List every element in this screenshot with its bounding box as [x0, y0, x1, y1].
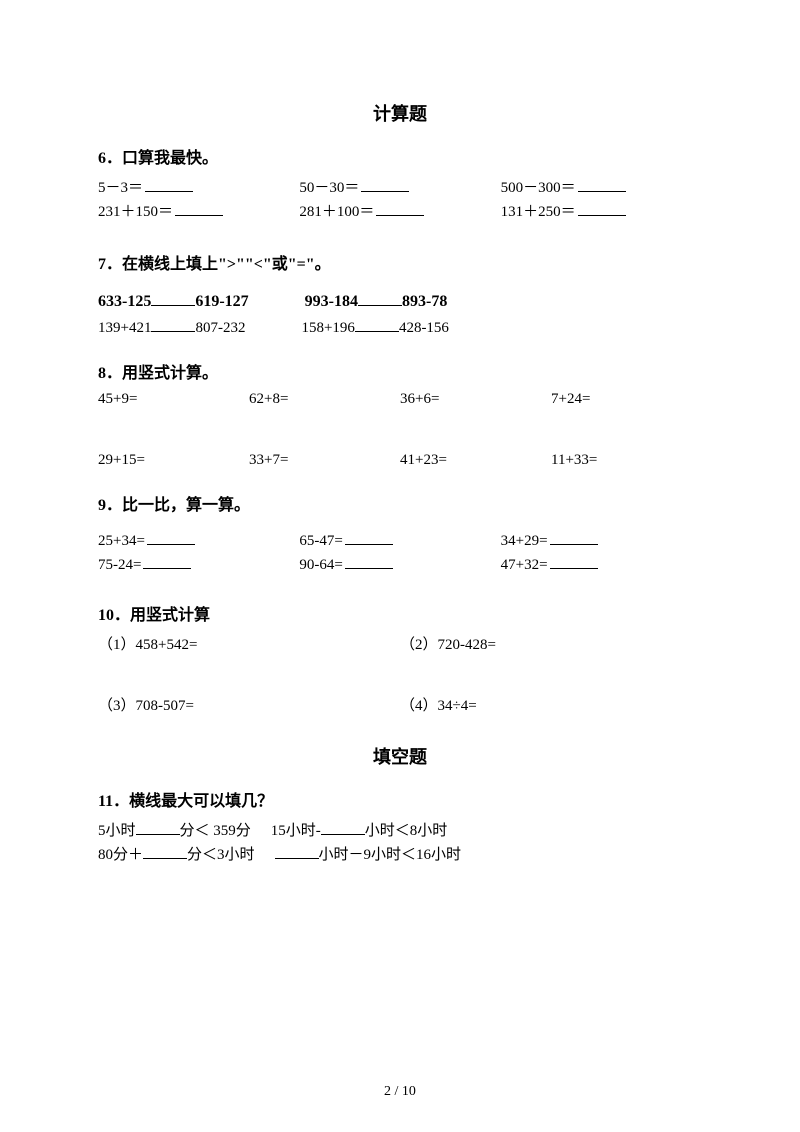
- q10-i3: （3）708-507=: [98, 694, 400, 715]
- q10-i4: （4）34÷4=: [400, 694, 702, 715]
- q8-r1c3: 36+6=: [400, 391, 551, 408]
- blank: [147, 530, 195, 545]
- q9-r2c3: 47+32=: [501, 557, 548, 573]
- q11-l1d: 小时＜8小时: [365, 823, 448, 839]
- question-10: 10．用竖式计算 （1）458+542= （2）720-428= （3）708-…: [98, 601, 702, 715]
- question-11: 11．横线最大可以填几？ 5小时 分＜ 359分 15小时- 小时＜8小时 80分＋…: [98, 787, 702, 867]
- section-calc-title: 计算题: [98, 100, 702, 126]
- question-9: 9．比一比，算一算。 25+34= 65-47= 34+29= 75-24= 9…: [98, 491, 702, 577]
- blank: [361, 177, 409, 192]
- blank: [275, 844, 319, 859]
- section-fill-title: 填空题: [98, 743, 702, 769]
- q8-r1c1: 45+9=: [98, 391, 249, 408]
- page-footer: 2 / 10: [0, 1084, 800, 1100]
- question-8: 8．用竖式计算。 45+9= 62+8= 36+6= 7+24= 29+15= …: [98, 359, 702, 469]
- blank: [550, 530, 598, 545]
- q9-heading: 9．比一比，算一算。: [98, 491, 702, 515]
- q8-r1c4: 7+24=: [551, 391, 702, 408]
- q7-r1a: 633-125: [98, 293, 151, 310]
- q7-r2d: 428-156: [399, 320, 449, 336]
- q11-l2b: 分＜3小时: [187, 847, 255, 863]
- q9-r1c2: 65-47=: [299, 533, 342, 549]
- q7-r1d: 893-78: [402, 293, 447, 310]
- blank: [175, 201, 223, 216]
- q11-l1c: 15小时-: [271, 823, 321, 839]
- q11-l2a: 80分＋: [98, 847, 143, 863]
- q6-r2c3: 131＋250＝: [501, 204, 576, 220]
- blank: [143, 554, 191, 569]
- q11-l2d: 小时－9小时＜16小时: [319, 847, 462, 863]
- q11-heading: 11．横线最大可以填几？: [98, 787, 702, 811]
- q9-r1c1: 25+34=: [98, 533, 145, 549]
- q7-r2b: 807-232: [195, 320, 245, 336]
- blank: [578, 177, 626, 192]
- blank: [136, 820, 180, 835]
- q6-r1c1: 5－3＝: [98, 180, 143, 196]
- q10-i1: （1）458+542=: [98, 633, 400, 654]
- question-6: 6．口算我最快。 5－3＝ 50－30＝ 500－300＝ 231＋150＝ 2…: [98, 144, 702, 224]
- q6-r1c2: 50－30＝: [299, 180, 359, 196]
- blank: [145, 177, 193, 192]
- q11-l1a: 5小时: [98, 823, 136, 839]
- q8-r1c2: 62+8=: [249, 391, 400, 408]
- blank: [151, 290, 195, 306]
- q8-heading: 8．用竖式计算。: [98, 359, 702, 383]
- blank: [151, 317, 195, 332]
- blank: [321, 820, 365, 835]
- blank: [355, 317, 399, 332]
- blank: [345, 554, 393, 569]
- q7-r1c: 993-184: [305, 293, 358, 310]
- q6-r2c2: 281＋100＝: [299, 204, 374, 220]
- q7-r2c: 158+196: [301, 320, 354, 336]
- q6-r1c3: 500－300＝: [501, 180, 576, 196]
- q6-r2c1: 231＋150＝: [98, 204, 173, 220]
- blank: [578, 201, 626, 216]
- question-7: 7．在横线上填上">""<"或"="。 633-125 619-127 993-1…: [98, 250, 702, 337]
- q9-r1c3: 34+29=: [501, 533, 548, 549]
- q11-l1b: 分＜ 359分: [180, 823, 251, 839]
- q6-heading: 6．口算我最快。: [98, 144, 702, 168]
- blank: [376, 201, 424, 216]
- q7-r1b: 619-127: [195, 293, 248, 310]
- blank: [358, 290, 402, 306]
- blank: [345, 530, 393, 545]
- q7-r2a: 139+421: [98, 320, 151, 336]
- q10-heading: 10．用竖式计算: [98, 601, 702, 625]
- blank: [550, 554, 598, 569]
- q8-r2c3: 41+23=: [400, 452, 551, 469]
- q8-r2c2: 33+7=: [249, 452, 400, 469]
- q7-heading: 7．在横线上填上">""<"或"="。: [98, 250, 702, 274]
- q10-i2: （2）720-428=: [400, 633, 702, 654]
- q9-r2c2: 90-64=: [299, 557, 342, 573]
- q8-r2c4: 11+33=: [551, 452, 702, 469]
- q8-r2c1: 29+15=: [98, 452, 249, 469]
- blank: [143, 844, 187, 859]
- q9-r2c1: 75-24=: [98, 557, 141, 573]
